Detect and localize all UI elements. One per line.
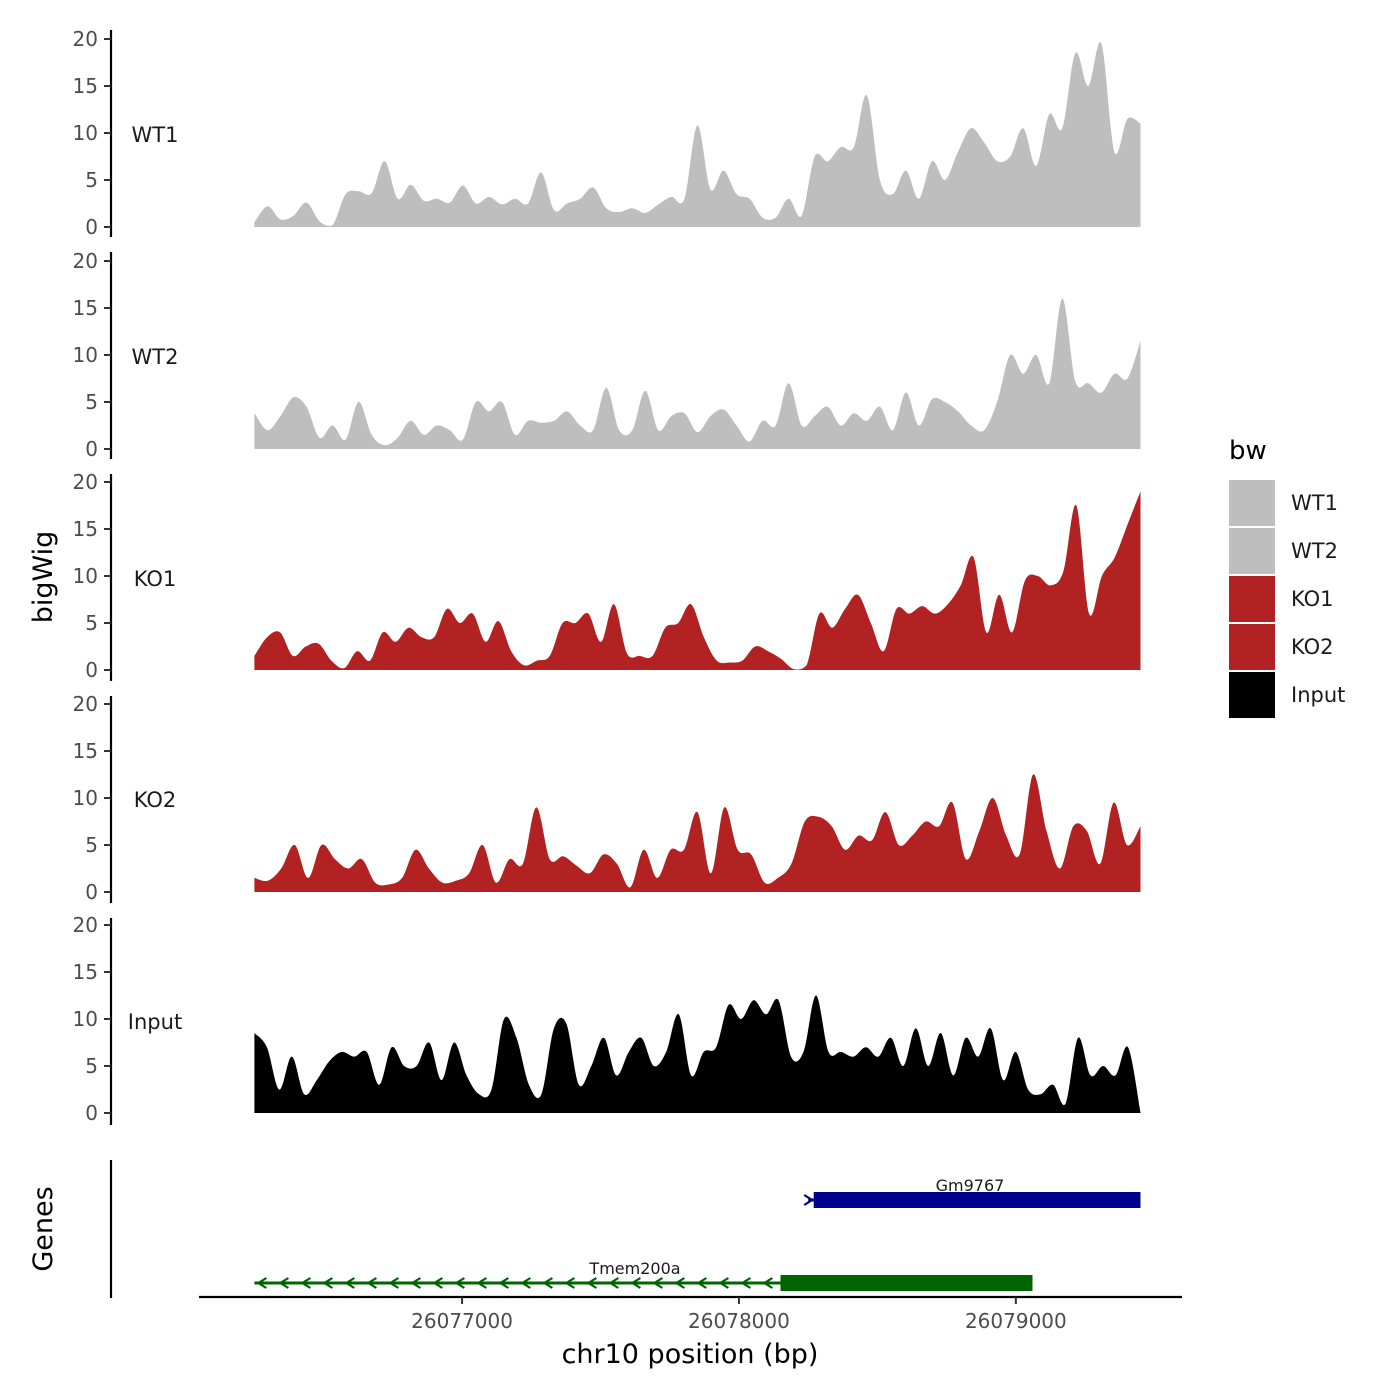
gene-exon-block (813, 1192, 1141, 1208)
signal-area-ko2 (254, 774, 1141, 892)
strand-arrow (630, 1277, 641, 1289)
track-label-input: Input (128, 1010, 182, 1034)
track-wt1: 0 5 10 15 20 WT1 (73, 27, 1141, 239)
y-tick-label: 15 (73, 296, 98, 320)
y-tick-label: 5 (85, 611, 98, 635)
y-tick-label: 20 (73, 692, 98, 716)
signal-area-input (254, 995, 1141, 1113)
strand-arrow (608, 1277, 619, 1289)
track-label-ko2: KO2 (134, 788, 177, 812)
y-tick-label: 20 (73, 913, 98, 937)
strand-arrow (454, 1277, 465, 1289)
y-tick-label: 15 (73, 739, 98, 763)
gene-exon-block (780, 1275, 1033, 1291)
y-tick-label: 0 (85, 658, 98, 682)
track-label-wt1: WT1 (132, 123, 179, 147)
gene-gm9767: Gm9767 (803, 1176, 1141, 1208)
strand-arrow (520, 1277, 531, 1289)
legend-label-ko1: KO1 (1291, 587, 1334, 611)
strand-arrow (762, 1277, 773, 1289)
y-tick-label: 0 (85, 437, 98, 461)
signal-area-ko1 (254, 491, 1141, 670)
y-tick-label: 10 (73, 121, 98, 145)
y-tick-label: 20 (73, 249, 98, 273)
legend-swatch-wt1 (1229, 480, 1275, 526)
y-tick-label: 20 (73, 27, 98, 51)
y-tick-label: 10 (73, 564, 98, 588)
x-tick-label: 26077000 (411, 1309, 513, 1333)
legend-label-input: Input (1291, 683, 1345, 707)
track-wt2: 0 5 10 15 20 WT2 (73, 249, 1141, 461)
legend-label-wt2: WT2 (1291, 539, 1338, 563)
strand-arrow (344, 1277, 355, 1289)
y-tick-label: 20 (73, 470, 98, 494)
strand-arrow (300, 1277, 311, 1289)
y-tick-label: 0 (85, 880, 98, 904)
strand-arrow (410, 1277, 421, 1289)
gene-label: Tmem200a (588, 1259, 680, 1278)
legend-title: bw (1229, 436, 1267, 466)
y-tick-label: 10 (73, 1007, 98, 1031)
y-tick-label: 15 (73, 74, 98, 98)
y-tick-label: 10 (73, 343, 98, 367)
legend-label-wt1: WT1 (1291, 491, 1338, 515)
strand-arrow (432, 1277, 443, 1289)
gene-tmem200a: Tmem200a (254, 1259, 1033, 1291)
strand-arrow (388, 1277, 399, 1289)
signal-area-wt1 (254, 42, 1141, 227)
genes-axis-title: Genes (28, 1186, 59, 1271)
y-tick-label: 5 (85, 168, 98, 192)
x-tick-label: 26079000 (965, 1309, 1067, 1333)
y-tick-label: 5 (85, 390, 98, 414)
legend-swatch-ko2 (1229, 624, 1275, 670)
strand-arrow (674, 1277, 685, 1289)
strand-arrow (586, 1277, 597, 1289)
y-tick-label: 5 (85, 1054, 98, 1078)
y-axis-title: bigWig (28, 531, 59, 624)
legend-swatch-ko1 (1229, 576, 1275, 622)
legend: bw WT1 WT2 KO1 KO2 Input (1229, 436, 1345, 718)
genes-panel: Genes Gm9767 Tmem200a (28, 1160, 1141, 1298)
strand-arrow (278, 1277, 289, 1289)
legend-swatch-input (1229, 672, 1275, 718)
legend-label-ko2: KO2 (1291, 635, 1334, 659)
y-tick-label: 10 (73, 786, 98, 810)
strand-arrow (498, 1277, 509, 1289)
strand-arrow (803, 1194, 815, 1206)
strand-arrow (740, 1277, 751, 1289)
track-ko2: 0 5 10 15 20 KO2 (73, 692, 1141, 904)
y-tick-label: 0 (85, 1101, 98, 1125)
x-axis: 26077000 26078000 26079000 chr10 position … (199, 1295, 1182, 1370)
x-axis-title: chr10 position (bp) (562, 1339, 819, 1370)
strand-arrow (256, 1277, 267, 1289)
track-ko1: 0 5 10 15 20 KO1 (73, 470, 1141, 682)
strand-arrow (366, 1277, 377, 1289)
track-label-wt2: WT2 (132, 345, 179, 369)
strand-arrow (564, 1277, 575, 1289)
gene-label: Gm9767 (936, 1176, 1005, 1195)
legend-swatch-wt2 (1229, 528, 1275, 574)
strand-arrow (696, 1277, 707, 1289)
track-label-ko1: KO1 (134, 567, 177, 591)
y-tick-label: 0 (85, 215, 98, 239)
strand-arrow (718, 1277, 729, 1289)
signal-area-wt2 (254, 298, 1141, 449)
strand-arrow (652, 1277, 663, 1289)
y-tick-label: 5 (85, 833, 98, 857)
track-input: 0 5 10 15 20 Input (73, 913, 1141, 1125)
strand-arrow (322, 1277, 333, 1289)
y-tick-label: 15 (73, 517, 98, 541)
strand-arrow (476, 1277, 487, 1289)
x-tick-label: 26078000 (688, 1309, 790, 1333)
strand-arrow (542, 1277, 553, 1289)
y-tick-label: 15 (73, 960, 98, 984)
